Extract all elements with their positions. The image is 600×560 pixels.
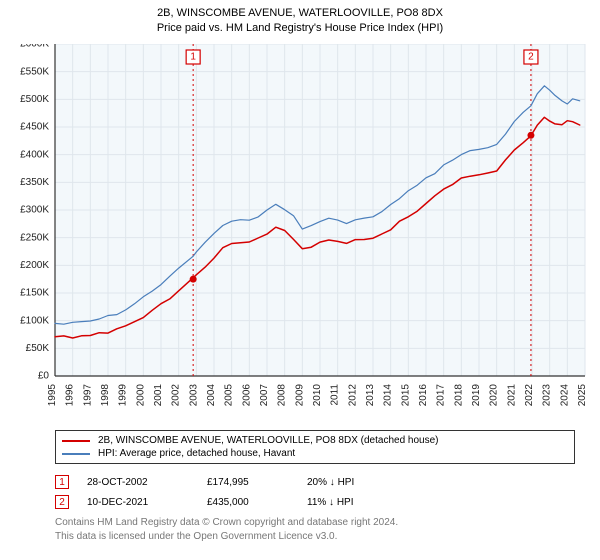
x-tick-label: 2017 bbox=[436, 384, 447, 407]
legend-swatch-2 bbox=[62, 453, 90, 455]
sale-point bbox=[190, 276, 197, 283]
sale-point bbox=[527, 132, 534, 139]
footnote-line-1: Contains HM Land Registry data © Crown c… bbox=[55, 516, 398, 530]
x-tick-label: 2016 bbox=[418, 384, 429, 407]
x-tick-label: 1999 bbox=[118, 384, 129, 407]
y-tick-label: £100K bbox=[20, 315, 49, 326]
sales-table: 1 28-OCT-2002 £174,995 20% ↓ HPI 2 10-DE… bbox=[55, 472, 427, 512]
sales-date-1: 28-OCT-2002 bbox=[87, 477, 207, 488]
sales-date-2: 10-DEC-2021 bbox=[87, 497, 207, 508]
sale-marker-num: 1 bbox=[190, 52, 196, 63]
x-tick-label: 2018 bbox=[453, 384, 464, 407]
y-tick-label: £200K bbox=[20, 260, 49, 271]
x-tick-label: 2020 bbox=[489, 384, 500, 407]
sales-price-2: £435,000 bbox=[207, 497, 307, 508]
y-tick-label: £300K bbox=[20, 205, 49, 216]
x-tick-label: 2005 bbox=[224, 384, 235, 407]
x-tick-label: 2007 bbox=[259, 384, 270, 407]
x-tick-label: 2010 bbox=[312, 384, 323, 407]
sales-marker-num-2: 2 bbox=[59, 497, 65, 508]
y-tick-label: £450K bbox=[20, 122, 49, 133]
x-tick-label: 2006 bbox=[241, 384, 252, 407]
x-tick-label: 2022 bbox=[524, 384, 535, 407]
x-tick-label: 2003 bbox=[188, 384, 199, 407]
chart-svg: £0 £50K £100K £150K £200K £250K £300K £350K £400… bbox=[0, 44, 600, 422]
x-tick-label: 2023 bbox=[542, 384, 553, 407]
sales-marker-1: 1 bbox=[55, 475, 69, 489]
footnote: Contains HM Land Registry data © Crown c… bbox=[55, 516, 398, 544]
x-tick-label: 2001 bbox=[153, 384, 164, 407]
x-tick-label: 1997 bbox=[82, 384, 93, 407]
x-tick-label: 2015 bbox=[400, 384, 411, 407]
x-tick-label: 2025 bbox=[577, 384, 588, 407]
sales-marker-num-1: 1 bbox=[59, 477, 65, 488]
x-tick-label: 1995 bbox=[47, 384, 58, 407]
sale-marker-num: 2 bbox=[528, 52, 534, 63]
legend: 2B, WINSCOMBE AVENUE, WATERLOOVILLE, PO8… bbox=[55, 430, 575, 464]
x-tick-label: 1996 bbox=[65, 384, 76, 407]
x-tick-label: 2011 bbox=[330, 384, 341, 406]
sales-row-1: 1 28-OCT-2002 £174,995 20% ↓ HPI bbox=[55, 472, 427, 492]
legend-swatch-1 bbox=[62, 440, 90, 442]
x-tick-label: 1998 bbox=[100, 384, 111, 407]
x-tick-label: 2009 bbox=[294, 384, 305, 407]
x-tick-label: 2024 bbox=[559, 384, 570, 407]
y-tick-label: £350K bbox=[20, 177, 49, 188]
x-tick-label: 2021 bbox=[506, 384, 517, 407]
y-tick-label: £50K bbox=[26, 343, 50, 354]
y-tick-label: £250K bbox=[20, 232, 49, 243]
title-line-1: 2B, WINSCOMBE AVENUE, WATERLOOVILLE, PO8… bbox=[0, 6, 600, 21]
footnote-line-2: This data is licensed under the Open Gov… bbox=[55, 530, 398, 544]
x-tick-label: 2000 bbox=[135, 384, 146, 407]
sales-marker-2: 2 bbox=[55, 495, 69, 509]
legend-label-1: 2B, WINSCOMBE AVENUE, WATERLOOVILLE, PO8… bbox=[98, 435, 439, 446]
y-tick-label: £400K bbox=[20, 149, 49, 160]
x-tick-label: 2019 bbox=[471, 384, 482, 407]
x-tick-label: 2004 bbox=[206, 384, 217, 407]
sales-price-1: £174,995 bbox=[207, 477, 307, 488]
chart-title: 2B, WINSCOMBE AVENUE, WATERLOOVILLE, PO8… bbox=[0, 0, 600, 37]
y-tick-label: £600K bbox=[20, 44, 49, 50]
y-tick-label: £500K bbox=[20, 94, 49, 105]
x-tick-label: 2002 bbox=[171, 384, 182, 407]
legend-label-2: HPI: Average price, detached house, Hava… bbox=[98, 448, 295, 459]
chart-area: £0 £50K £100K £150K £200K £250K £300K £350K £400… bbox=[0, 44, 600, 422]
sales-diff-2: 11% ↓ HPI bbox=[307, 497, 427, 508]
x-tick-label: 2012 bbox=[347, 384, 358, 407]
sales-diff-1: 20% ↓ HPI bbox=[307, 477, 427, 488]
legend-row-2: HPI: Average price, detached house, Hava… bbox=[62, 447, 568, 460]
y-tick-label: £550K bbox=[20, 66, 49, 77]
legend-row-1: 2B, WINSCOMBE AVENUE, WATERLOOVILLE, PO8… bbox=[62, 434, 568, 447]
y-tick-label: £150K bbox=[20, 288, 49, 299]
y-tick-label: £0 bbox=[38, 371, 50, 382]
x-tick-label: 2014 bbox=[383, 384, 394, 407]
x-tick-label: 2008 bbox=[277, 384, 288, 407]
x-tick-label: 2013 bbox=[365, 384, 376, 407]
title-line-2: Price paid vs. HM Land Registry's House … bbox=[0, 21, 600, 36]
sales-row-2: 2 10-DEC-2021 £435,000 11% ↓ HPI bbox=[55, 492, 427, 512]
